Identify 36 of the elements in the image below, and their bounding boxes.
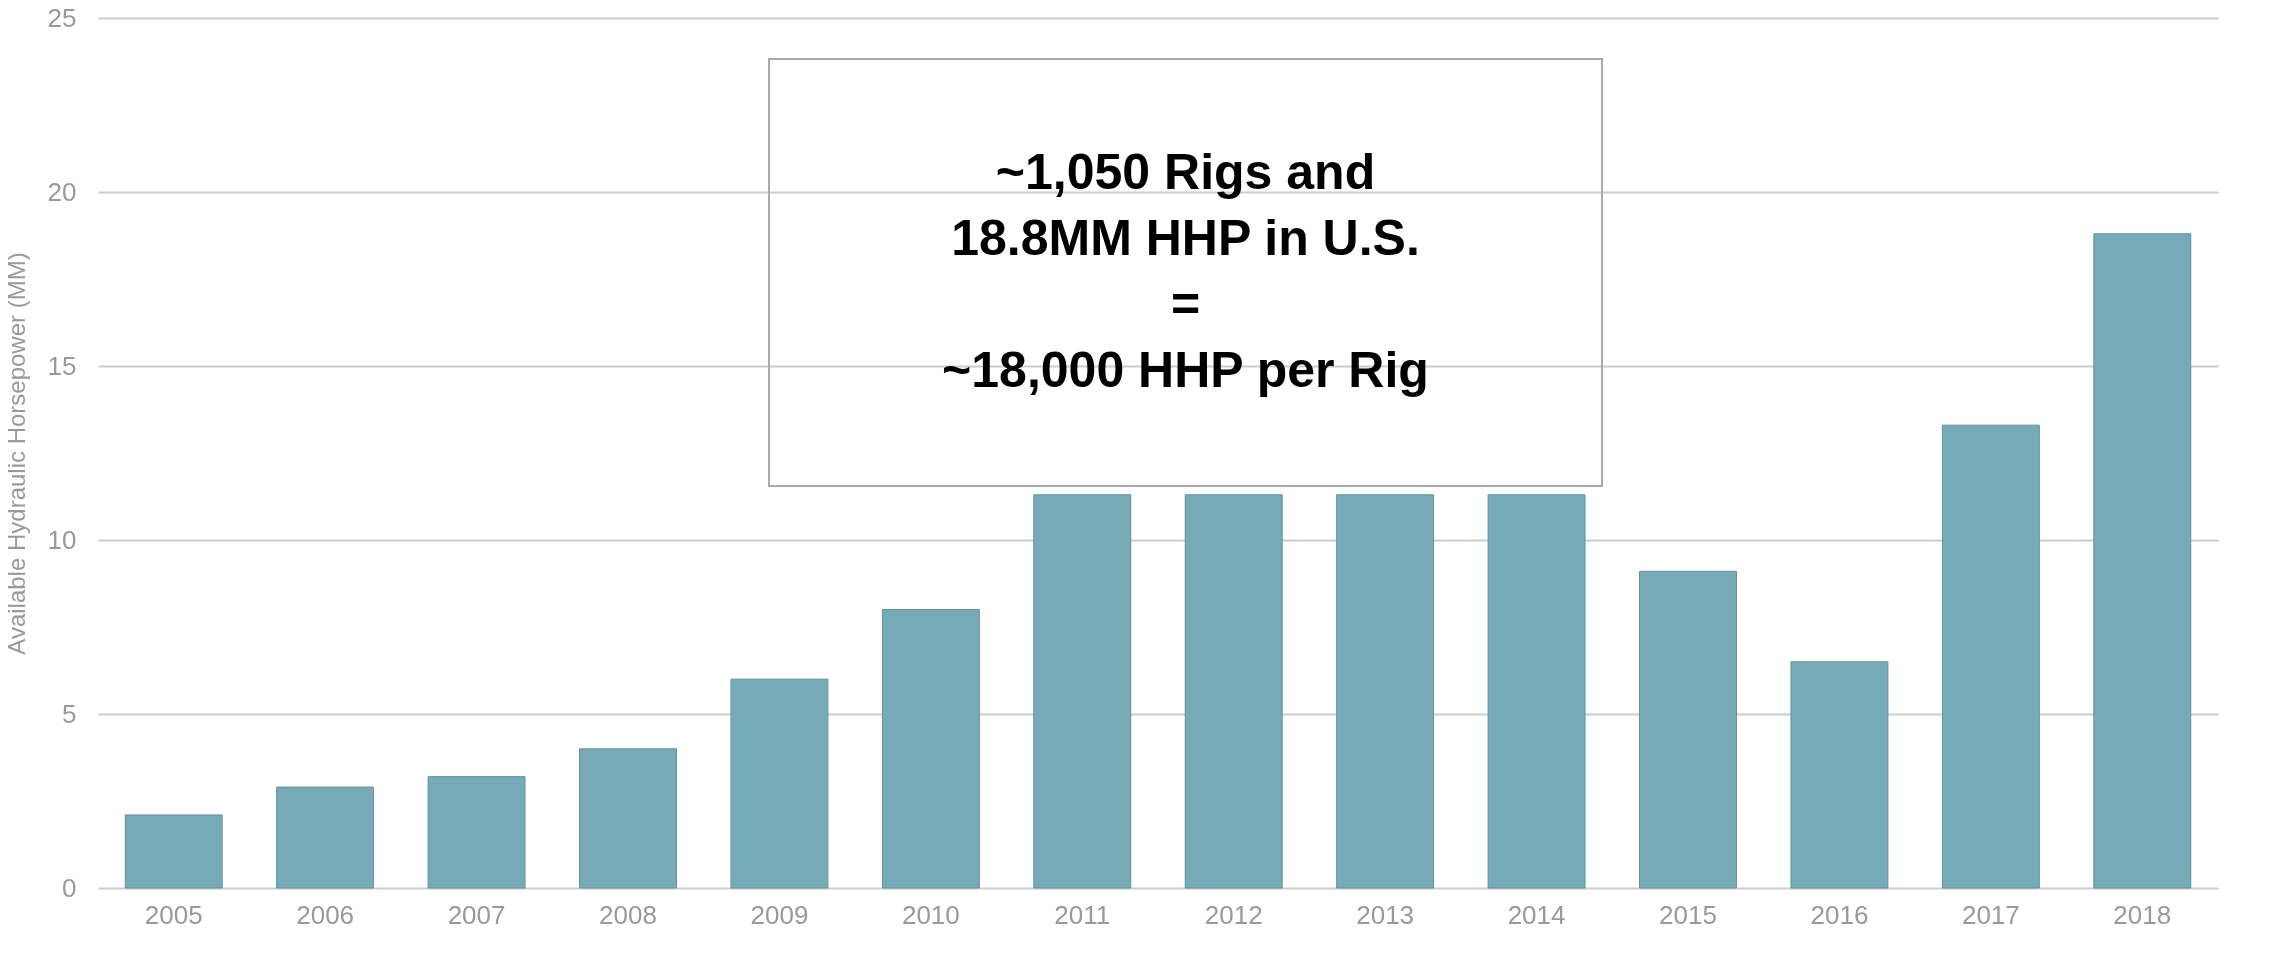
y-tick-label: 25 [47, 2, 77, 33]
bar [1033, 494, 1132, 889]
bar [730, 678, 829, 889]
y-tick-label: 10 [47, 524, 77, 555]
x-tick-label: 2007 [447, 899, 506, 930]
y-axis-title: Available Hydraulic Horsepower (MM) [2, 252, 30, 655]
x-tick-label: 2012 [1204, 899, 1263, 930]
bar [2093, 233, 2192, 889]
annotation: ~1,050 Rigs and 18.8MM HHP in U.S. = ~18,000 HHP per Rig [942, 143, 1429, 398]
x-tick-label: 2006 [296, 899, 355, 930]
bar [124, 814, 223, 889]
x-tick-label: 2015 [1659, 899, 1717, 930]
bar [1639, 570, 1737, 889]
y-tick-label: 5 [62, 698, 77, 729]
bar [1941, 424, 2040, 889]
x-tick-label: 2008 [599, 899, 657, 930]
y-tick-label: 0 [62, 872, 77, 903]
x-tick-label: 2005 [144, 899, 203, 930]
y-tick-label: 15 [47, 350, 77, 381]
y-tick-label: 20 [47, 176, 77, 207]
x-tick-label: 2016 [1810, 899, 1869, 930]
x-tick-label: 2014 [1507, 899, 1566, 930]
bar [427, 776, 526, 889]
x-tick-label: 2009 [750, 899, 809, 930]
bar [1487, 494, 1586, 889]
bar [1336, 494, 1435, 889]
bar [881, 609, 980, 889]
x-tick-label: 2018 [2113, 899, 2172, 930]
bar [1790, 661, 1889, 889]
bar [579, 748, 677, 889]
x-tick-label: 2011 [1054, 899, 1111, 930]
x-tick-label: 2010 [901, 899, 960, 930]
x-tick-label: 2013 [1356, 899, 1415, 930]
x-tick-label: 2017 [1961, 899, 2020, 930]
bar [276, 786, 375, 889]
bar [1184, 494, 1283, 889]
